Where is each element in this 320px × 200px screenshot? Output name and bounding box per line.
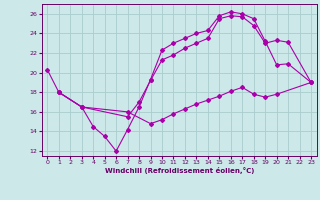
X-axis label: Windchill (Refroidissement éolien,°C): Windchill (Refroidissement éolien,°C) (105, 167, 254, 174)
